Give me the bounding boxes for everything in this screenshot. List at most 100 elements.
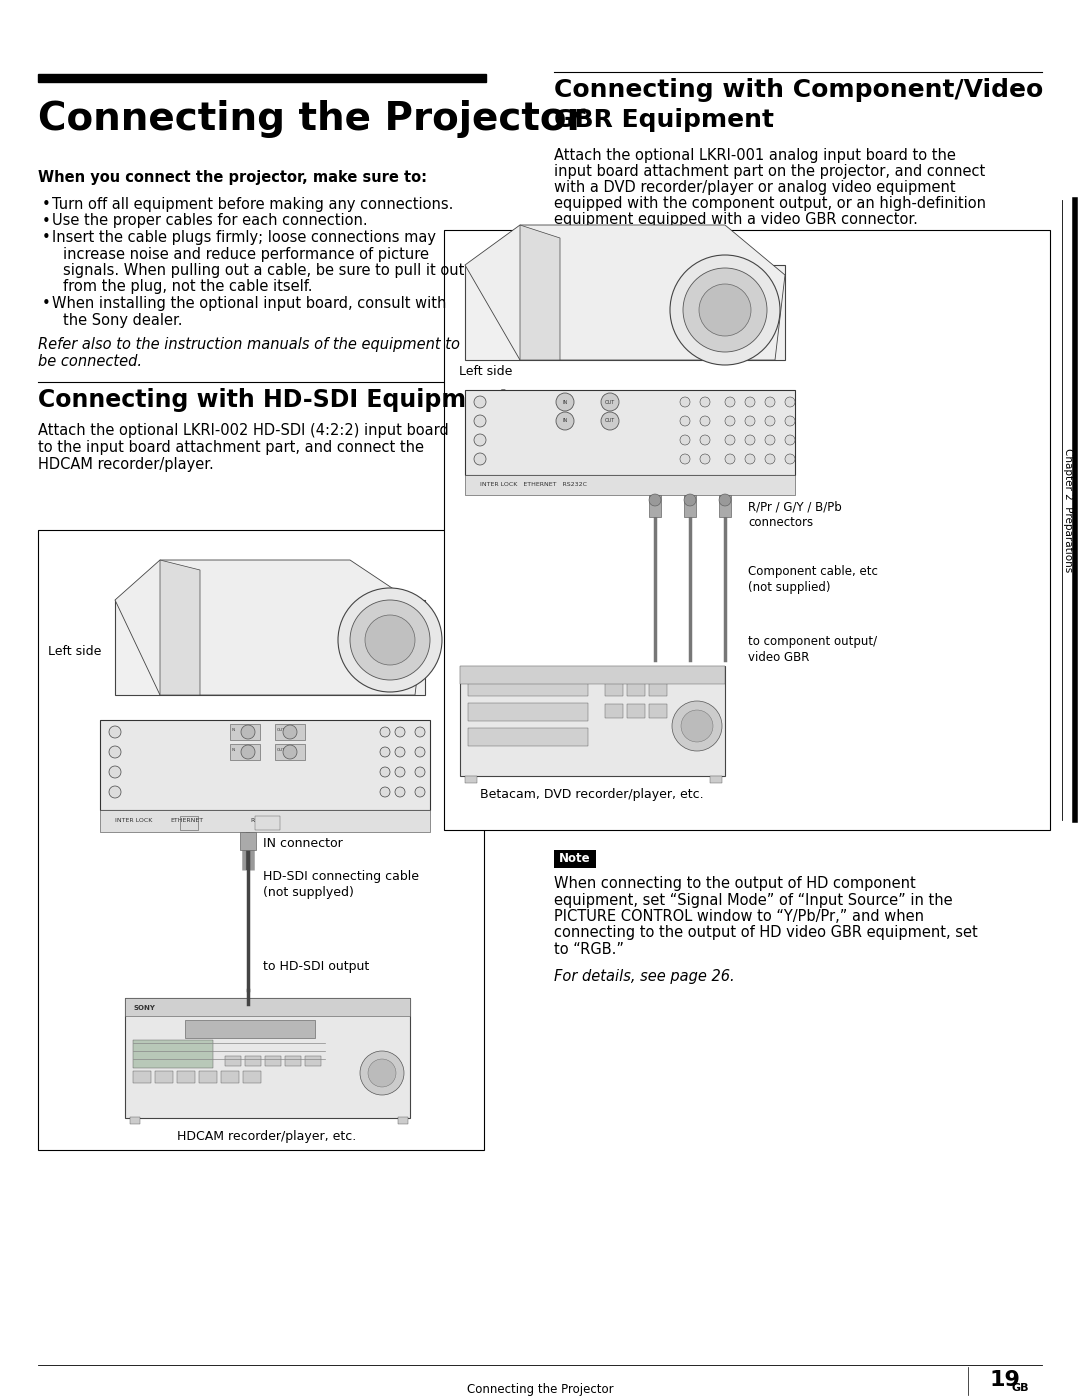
Circle shape (745, 416, 755, 426)
Bar (243, 1071, 261, 1083)
Text: Note: Note (559, 852, 591, 866)
Circle shape (474, 395, 486, 408)
Text: •: • (42, 197, 51, 212)
Bar (710, 775, 723, 782)
Circle shape (725, 416, 735, 426)
Circle shape (395, 747, 405, 757)
Text: the Sony dealer.: the Sony dealer. (63, 313, 183, 327)
Circle shape (672, 701, 723, 752)
Text: (not supplied): (not supplied) (748, 581, 831, 594)
Text: with a DVD recorder/player or analog video equipment: with a DVD recorder/player or analog vid… (554, 180, 956, 196)
Text: RS232C: RS232C (249, 819, 274, 823)
Bar (185, 1020, 315, 1038)
Circle shape (600, 412, 619, 430)
Bar (265, 1056, 281, 1066)
Text: INTER LOCK: INTER LOCK (114, 819, 152, 823)
Text: Attach the optional LKRI-001 analog input board to the: Attach the optional LKRI-001 analog inpu… (554, 148, 956, 163)
Circle shape (725, 397, 735, 407)
Circle shape (683, 268, 767, 352)
Text: IN connector: IN connector (264, 837, 342, 849)
Circle shape (395, 726, 405, 738)
Circle shape (745, 454, 755, 464)
Bar (684, 495, 696, 517)
Bar (465, 775, 477, 782)
Bar (114, 599, 426, 694)
Text: HD-SDI connecting cable: HD-SDI connecting cable (264, 870, 419, 883)
Circle shape (368, 1059, 396, 1087)
Circle shape (109, 726, 121, 738)
Text: Connecting with HD-SDI Equipment: Connecting with HD-SDI Equipment (38, 387, 510, 412)
Circle shape (649, 495, 661, 506)
Bar (649, 704, 667, 718)
Bar (125, 997, 410, 1016)
Text: PICTURE CONTROL window to “Y/Pb/Pr,” and when: PICTURE CONTROL window to “Y/Pb/Pr,” and… (554, 909, 924, 923)
Text: to HD-SDI output: to HD-SDI output (264, 960, 369, 972)
Bar (100, 810, 430, 833)
Bar (465, 475, 795, 495)
Circle shape (680, 454, 690, 464)
Bar (177, 1071, 195, 1083)
Circle shape (680, 397, 690, 407)
Bar (468, 728, 588, 746)
Text: GBR Equipment: GBR Equipment (554, 108, 774, 131)
Bar (285, 1056, 301, 1066)
Circle shape (415, 787, 426, 798)
Circle shape (719, 495, 731, 506)
Text: signals. When pulling out a cable, be sure to pull it out: signals. When pulling out a cable, be su… (63, 263, 464, 278)
Circle shape (380, 787, 390, 798)
Polygon shape (114, 560, 426, 694)
Circle shape (474, 453, 486, 465)
Text: Chapter 2  Preparations: Chapter 2 Preparations (1063, 448, 1074, 573)
Circle shape (785, 434, 795, 446)
Text: from the plug, not the cable itself.: from the plug, not the cable itself. (63, 279, 312, 295)
Text: to the input board attachment part, and connect the: to the input board attachment part, and … (38, 440, 424, 455)
Circle shape (785, 454, 795, 464)
Text: R/Pr / G/Y / B/Pb: R/Pr / G/Y / B/Pb (748, 500, 841, 513)
Bar (275, 745, 305, 760)
Circle shape (395, 787, 405, 798)
Circle shape (360, 1051, 404, 1095)
Bar (38, 74, 486, 82)
Circle shape (745, 397, 755, 407)
Circle shape (109, 766, 121, 778)
Bar (230, 724, 260, 740)
Bar (649, 682, 667, 696)
Circle shape (283, 725, 297, 739)
Text: increase noise and reduce performance of picture: increase noise and reduce performance of… (63, 246, 429, 261)
Text: When you connect the projector, make sure to:: When you connect the projector, make sur… (38, 170, 427, 184)
Circle shape (241, 745, 255, 759)
Bar (627, 682, 645, 696)
Circle shape (680, 416, 690, 426)
Polygon shape (465, 225, 785, 360)
Text: IN: IN (563, 419, 568, 423)
Text: ETHERNET: ETHERNET (170, 819, 203, 823)
Bar (199, 1071, 217, 1083)
Circle shape (380, 767, 390, 777)
Text: HDCAM recorder/player.: HDCAM recorder/player. (38, 457, 214, 472)
Circle shape (283, 745, 297, 759)
Bar (230, 745, 260, 760)
Circle shape (765, 416, 775, 426)
Bar (38, 529, 484, 1150)
Circle shape (415, 726, 426, 738)
Text: OUT: OUT (605, 400, 616, 405)
Bar (305, 1056, 321, 1066)
Text: Betacam, DVD recorder/player, etc.: Betacam, DVD recorder/player, etc. (481, 788, 704, 800)
Text: Connecting the Projector: Connecting the Projector (467, 1383, 613, 1396)
Bar (125, 997, 410, 1118)
Circle shape (785, 416, 795, 426)
Text: 19: 19 (990, 1370, 1021, 1390)
Circle shape (670, 256, 780, 365)
Text: to component output/: to component output/ (748, 636, 877, 648)
Text: Connecting with Component/Video: Connecting with Component/Video (554, 78, 1043, 102)
Text: to “RGB.”: to “RGB.” (554, 942, 624, 957)
Bar (245, 1056, 261, 1066)
Circle shape (700, 397, 710, 407)
Bar (554, 849, 596, 868)
Bar (100, 719, 430, 810)
Text: (not supplyed): (not supplyed) (264, 886, 354, 900)
Circle shape (700, 416, 710, 426)
Text: •: • (42, 214, 51, 229)
Text: OUT: OUT (276, 728, 286, 732)
Bar (225, 1056, 241, 1066)
